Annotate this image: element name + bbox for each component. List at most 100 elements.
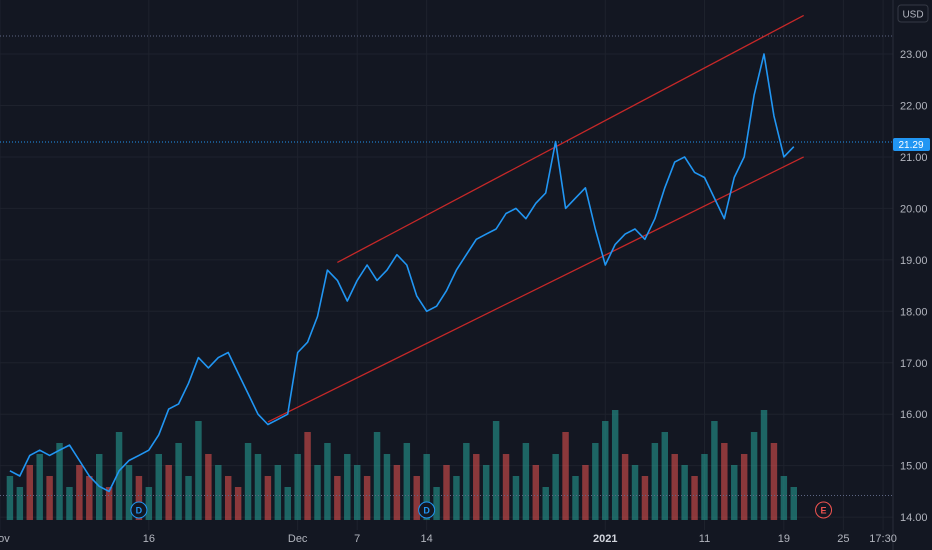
volume-bar <box>473 454 480 520</box>
volume-bar <box>611 410 619 520</box>
y-tick-label: 19.00 <box>900 255 928 267</box>
y-tick-label: 17.00 <box>900 358 928 370</box>
y-tick-label: 16.00 <box>900 409 928 421</box>
volume-bar <box>562 432 569 520</box>
volume-bar <box>731 465 738 520</box>
volume-bar <box>234 487 242 520</box>
volume-bar <box>344 454 351 520</box>
volume-bar <box>542 487 549 520</box>
volume-bar <box>304 432 311 520</box>
volume-bar <box>413 476 420 520</box>
volume-bar <box>353 465 361 520</box>
volume-bar <box>195 421 202 520</box>
volume-bar <box>56 443 63 520</box>
volume-bar <box>740 454 748 520</box>
volume-bar <box>681 465 688 520</box>
x-tick-label: Nov <box>0 533 10 545</box>
volume-bar <box>492 421 500 520</box>
volume-bar <box>274 465 282 520</box>
x-tick-label: 17:30 <box>869 533 897 545</box>
volume-bar <box>780 476 788 520</box>
volume-bar <box>522 443 530 520</box>
x-tick-label: 2021 <box>593 533 617 545</box>
volume-bars <box>6 410 798 520</box>
volume-bar <box>383 454 391 520</box>
volume-bar <box>155 454 162 520</box>
trend-channel[interactable] <box>267 14 805 423</box>
x-tick-label: 11 <box>699 533 710 545</box>
volume-bar <box>482 465 490 520</box>
volume-bar <box>244 443 252 520</box>
channel-upper-line <box>337 14 805 264</box>
x-axis-ticks: Nov 16 Dec 7 14 2021 11 19 25 17:30 <box>0 533 897 545</box>
y-tick-label: 21.00 <box>900 152 928 164</box>
y-tick-label: 20.00 <box>900 203 928 215</box>
volume-bar <box>621 454 629 520</box>
volume-bar <box>125 465 133 520</box>
event-marker-d[interactable]: D <box>418 501 436 519</box>
volume-bar <box>165 465 172 520</box>
event-marker-letter: D <box>136 506 143 516</box>
volume-bar <box>86 476 93 520</box>
last-price-label: 21.29 <box>898 140 923 151</box>
volume-bar <box>641 476 649 520</box>
volume-bar <box>115 432 123 520</box>
volume-bar <box>631 465 639 520</box>
volume-bar <box>502 454 510 520</box>
x-tick-label: 19 <box>778 533 790 545</box>
grid <box>0 0 894 550</box>
volume-bar <box>393 465 401 520</box>
volume-bar <box>592 443 599 520</box>
volume-bar <box>760 410 768 520</box>
volume-bar <box>671 454 678 520</box>
volume-bar <box>215 465 222 520</box>
volume-bar <box>175 443 182 520</box>
event-marker-circle <box>815 501 833 519</box>
currency-badge[interactable]: USD <box>897 4 929 23</box>
volume-bar <box>661 432 669 520</box>
event-marker-letter: D <box>423 506 430 516</box>
volume-bar <box>284 487 291 520</box>
volume-bar <box>770 443 778 520</box>
volume-bar <box>790 487 798 520</box>
x-tick-label: 7 <box>354 533 360 545</box>
volume-bar <box>254 454 262 520</box>
volume-bar <box>76 465 83 520</box>
volume-bar <box>691 476 698 520</box>
volume-bar <box>334 476 341 520</box>
event-marker-d[interactable]: D <box>130 501 148 519</box>
volume-bar <box>6 476 14 520</box>
volume-bar <box>532 465 540 520</box>
y-tick-label: 23.00 <box>900 49 928 61</box>
volume-bar <box>433 487 440 520</box>
volume-bar <box>145 487 153 520</box>
event-marker-e[interactable]: E <box>815 501 833 519</box>
horizontal-lines <box>0 35 893 497</box>
volume-bar <box>185 476 192 520</box>
volume-bar <box>373 432 381 520</box>
volume-bar <box>721 443 728 520</box>
x-tick-label: 25 <box>837 533 849 545</box>
price-series[interactable] <box>9 53 795 493</box>
volume-bar <box>512 476 520 520</box>
y-tick-label: 18.00 <box>900 306 928 318</box>
volume-bar <box>711 421 718 520</box>
y-tick-label: 14.00 <box>900 512 928 524</box>
volume-bar <box>205 454 212 520</box>
volume-bar <box>572 476 579 520</box>
x-tick-label: Dec <box>288 533 308 545</box>
volume-bar <box>224 476 232 520</box>
volume-bar <box>403 443 411 520</box>
volume-bar <box>135 476 143 520</box>
volume-bar <box>443 465 450 520</box>
x-tick-label: 16 <box>143 533 155 545</box>
event-marker-letter: E <box>821 506 827 516</box>
y-tick-label: 22.00 <box>900 100 928 112</box>
volume-bar <box>423 454 430 520</box>
currency-label: USD <box>902 10 923 21</box>
volume-bar <box>105 487 113 520</box>
last-price-badge: 21.29 <box>893 138 930 151</box>
